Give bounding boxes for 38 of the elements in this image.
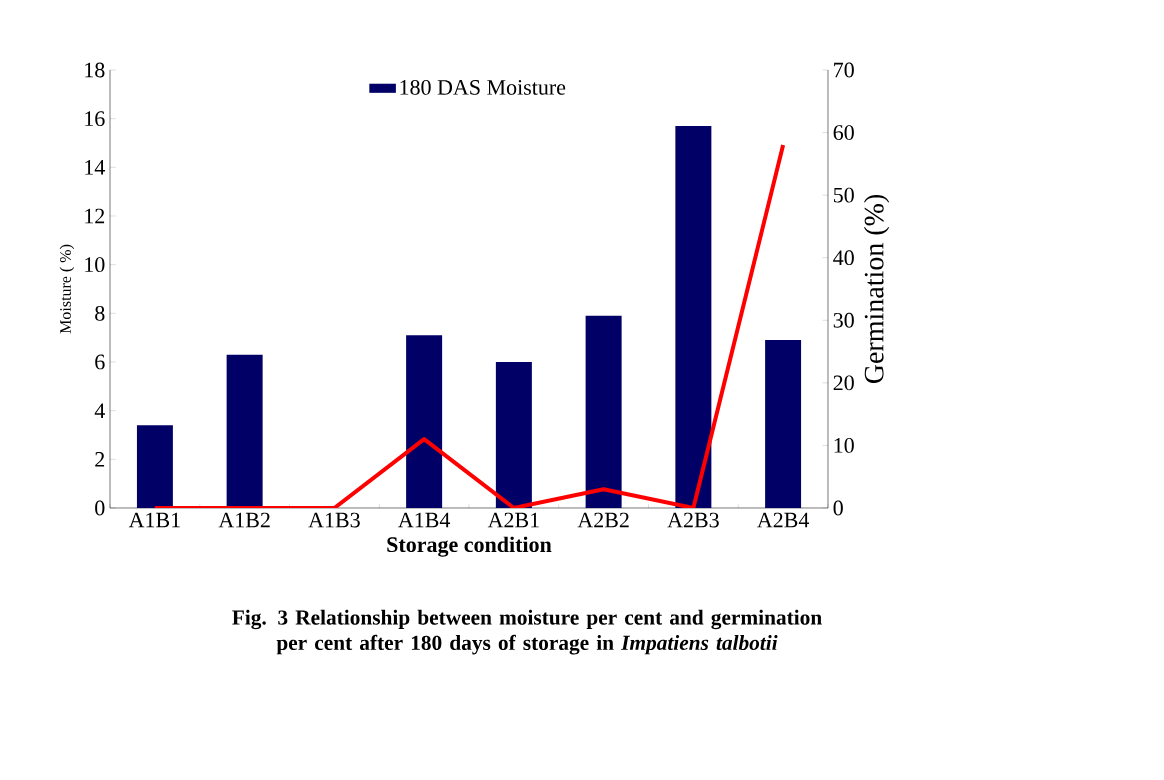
y-tick-label: 18 xyxy=(85,62,105,78)
y-tick-label: 6 xyxy=(95,354,105,370)
y2-tick-label: 30 xyxy=(833,312,854,328)
x-tick-label: A2B1 xyxy=(487,512,539,528)
x-tick-label: A1B3 xyxy=(308,512,360,528)
y2-tick-label: 0 xyxy=(833,500,843,516)
y2-tick-label: 10 xyxy=(834,437,854,453)
y2-tick-label: 70 xyxy=(834,62,854,78)
y2-tick-label: 50 xyxy=(833,187,854,203)
bar xyxy=(226,354,263,508)
y2-tick-label: 60 xyxy=(833,125,854,140)
x-tick-label: A1B2 xyxy=(218,512,270,528)
y-axis-title: Moisture ( %) xyxy=(59,244,75,334)
bar xyxy=(406,335,443,508)
y-tick-label: 10 xyxy=(85,257,105,273)
text: Fig. 3 Relationship between moisture per cent and germination per cent after 180 days of storage in Impatiens talbotii xyxy=(232,609,822,655)
bar xyxy=(495,361,532,508)
x-tick-label: A2B2 xyxy=(577,512,629,528)
y-tick-label: 0 xyxy=(95,500,105,516)
bar xyxy=(585,315,622,508)
bar xyxy=(765,340,802,508)
x-tick-label: A2B4 xyxy=(757,512,810,528)
x-tick-label: A1B4 xyxy=(398,512,451,528)
y2-tick-label: 40 xyxy=(833,250,854,266)
y-tick-label: 8 xyxy=(95,305,105,321)
bar xyxy=(675,125,712,508)
y-tick-label: 14 xyxy=(85,160,105,175)
y2-tick-label: 20 xyxy=(833,375,854,391)
legend-label: 180 DAS Moisture xyxy=(400,79,566,95)
y2-axis-title: Germination (%) xyxy=(863,194,890,384)
y-tick-label: 2 xyxy=(95,452,105,467)
y-tick-label: 12 xyxy=(85,208,105,224)
x-tick-label: A2B3 xyxy=(667,512,719,528)
y-tick-label: 4 xyxy=(94,403,105,418)
bar xyxy=(136,425,173,508)
x-tick-label: A1B1 xyxy=(128,512,180,528)
x-axis-title: Storage condition xyxy=(387,536,552,557)
y-tick-label: 16 xyxy=(85,111,105,127)
